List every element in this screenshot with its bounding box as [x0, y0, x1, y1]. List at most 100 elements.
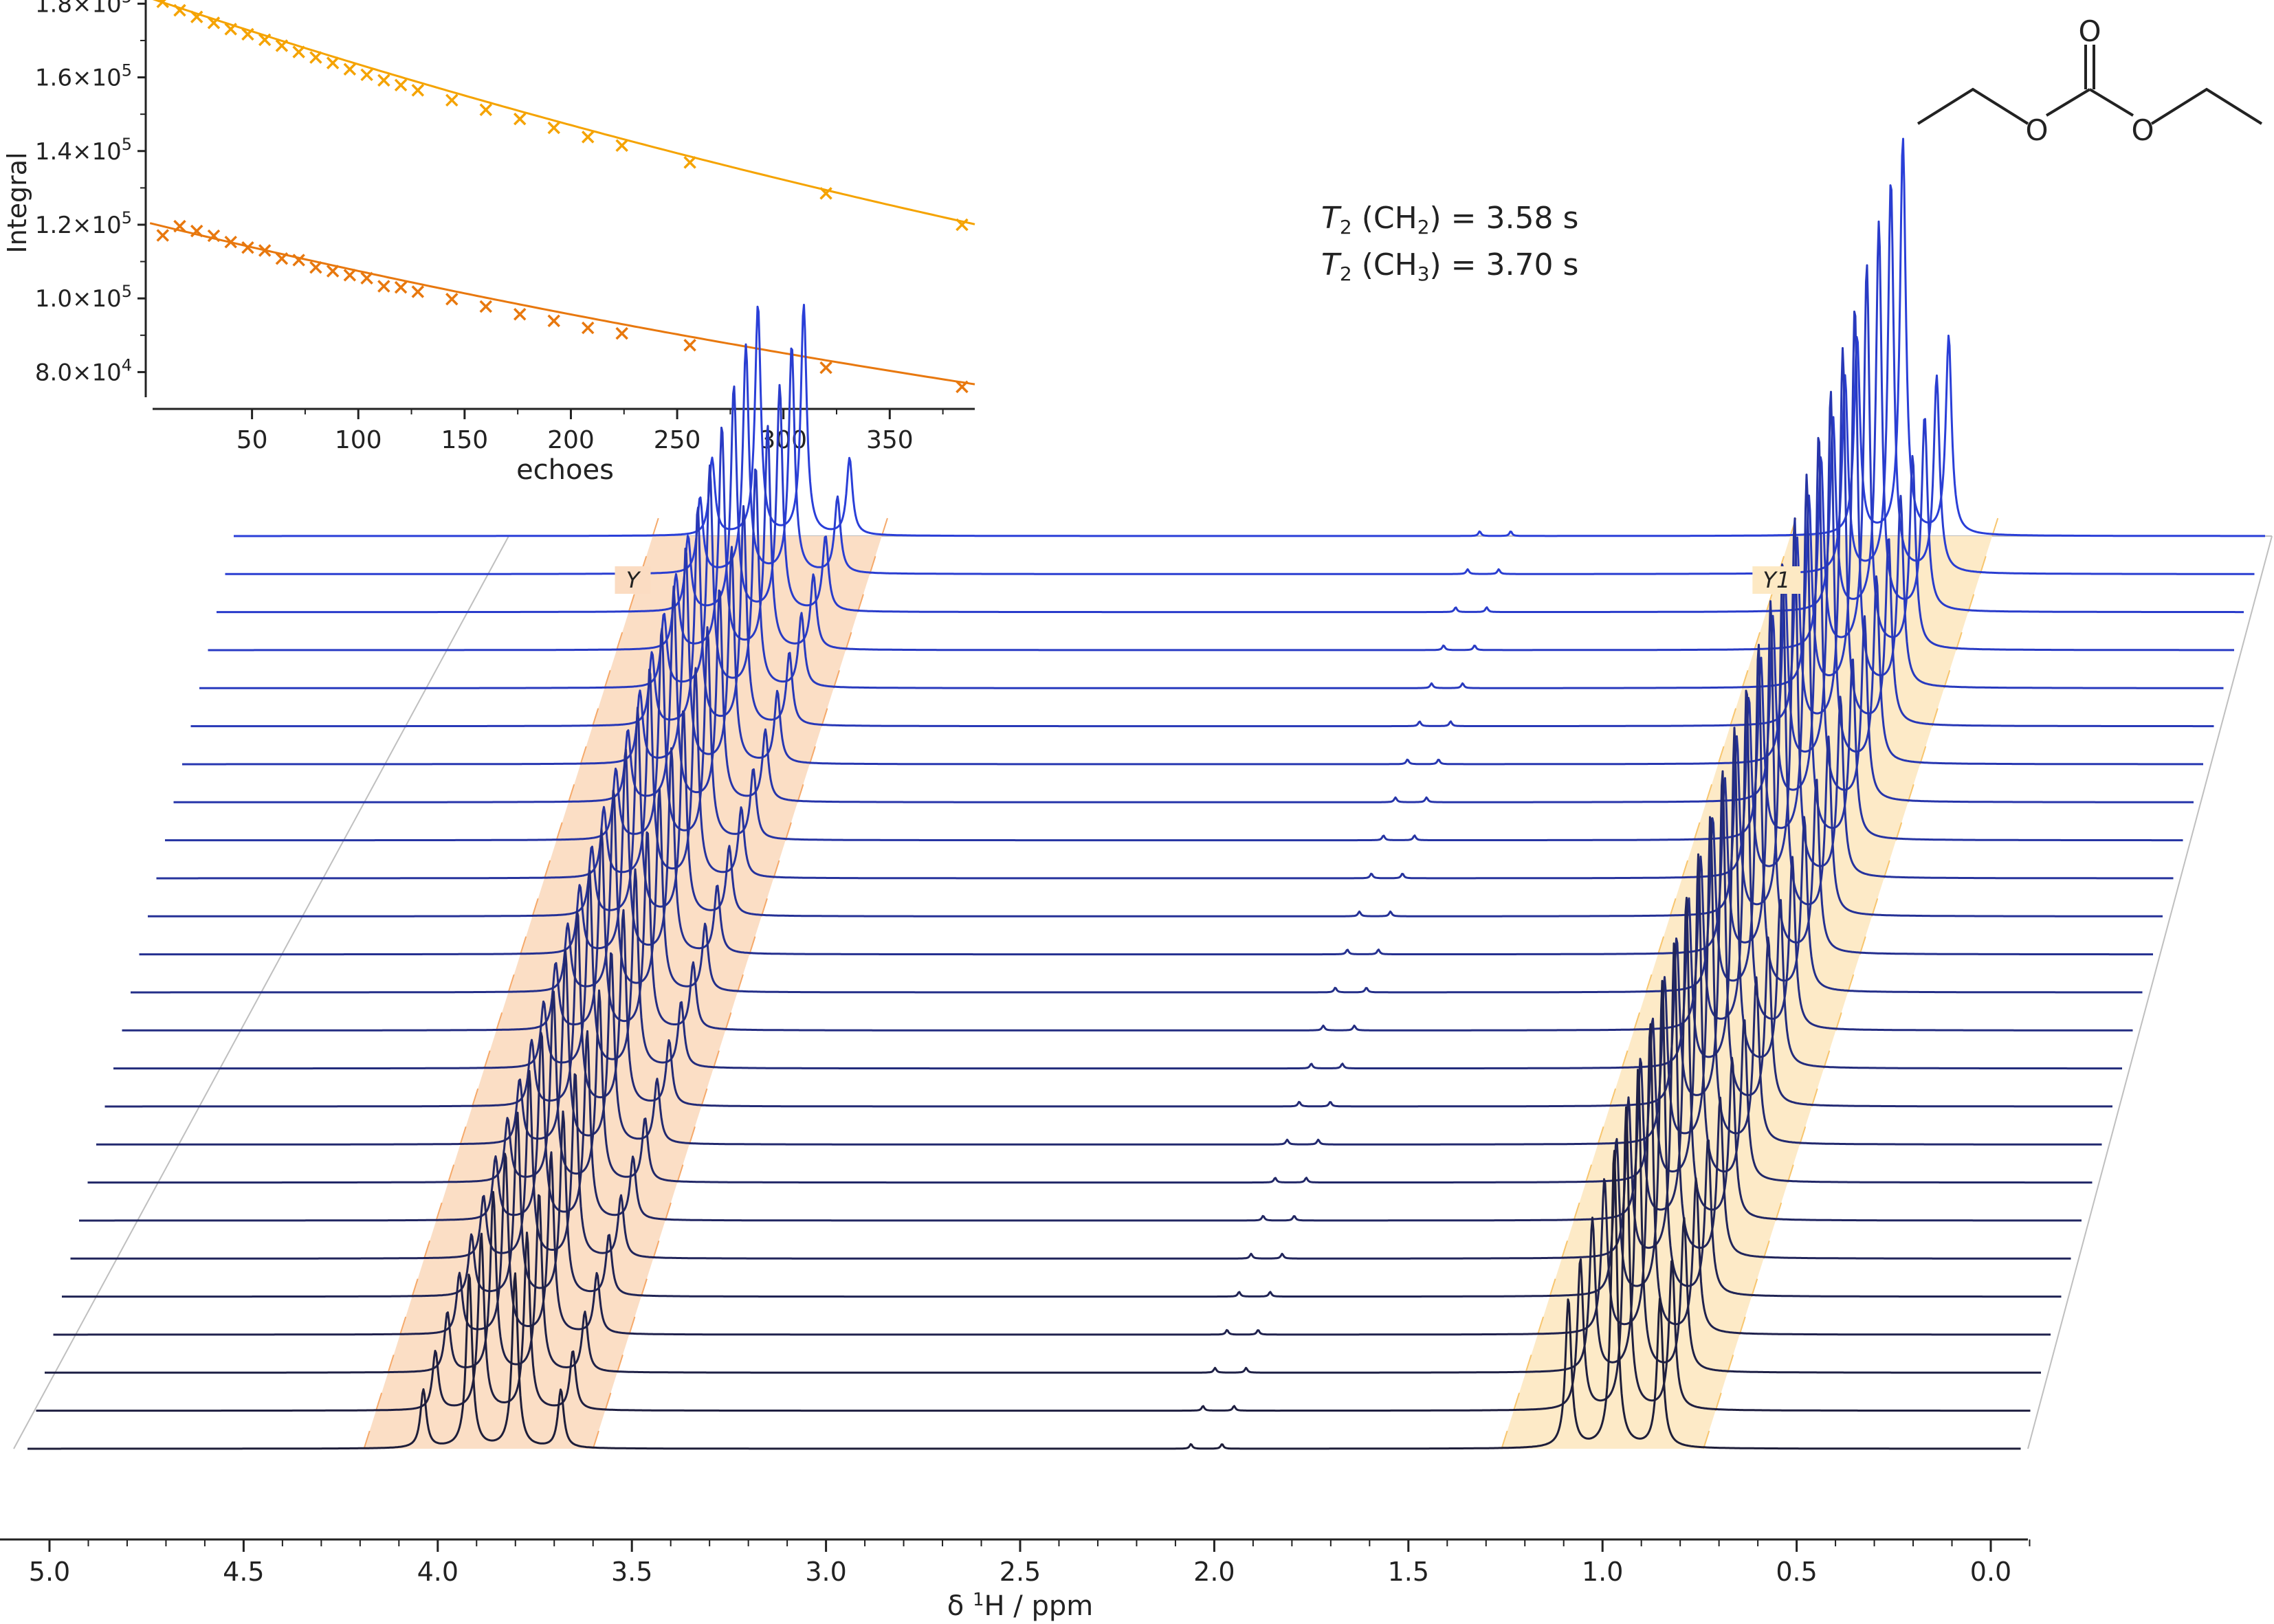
inset-y-tick-label: 8.0×104	[35, 355, 132, 386]
ppm-tick-label: 1.5	[1388, 1557, 1429, 1587]
region-edge-tick	[640, 1278, 648, 1297]
spectrum-trace	[182, 390, 2203, 766]
inset-marker-stroke	[479, 300, 493, 313]
molecule-oxygen-left: O	[2025, 113, 2048, 147]
inset-marker-stroke	[683, 339, 696, 352]
region-edge-tick	[375, 1392, 383, 1411]
t2-symbol: T	[1321, 201, 1340, 236]
region-edge-tick	[700, 1088, 708, 1107]
inset-marker-stroke	[173, 3, 186, 17]
region-edge-tick	[544, 860, 551, 879]
inset-x-tick-label: 100	[335, 426, 382, 454]
inset-x-tick-label: 350	[866, 426, 914, 454]
inset-marker-stroke	[547, 121, 560, 135]
ppm-tick-label: 3.5	[611, 1557, 652, 1587]
inset-marker	[479, 103, 493, 116]
region-edge-tick	[1609, 1088, 1617, 1107]
spectrum-trace	[190, 347, 2214, 728]
inset-y-tick-label: 1.8×105	[35, 0, 132, 18]
inset-marker-stroke	[581, 321, 595, 335]
inset-axes: 50 100 150 200 250 300 3508.0×1041.0×1051.2×10…	[35, 0, 975, 454]
spectrum-trace	[96, 816, 2102, 1146]
inset-marker-stroke	[275, 252, 289, 265]
region-label-ch3: Y1	[1763, 567, 1790, 593]
region-edge-tick	[1669, 898, 1677, 917]
inset-marker	[224, 235, 237, 249]
region-edge-tick	[1741, 670, 1749, 689]
inset-marker	[445, 293, 459, 306]
region-edge-tick	[411, 1278, 419, 1297]
region-edge-tick	[773, 860, 780, 879]
inset-marker	[258, 244, 272, 257]
inset-marker	[394, 78, 408, 92]
ppm-tick-label: 4.5	[223, 1557, 264, 1587]
region-edge-tick	[448, 1164, 455, 1183]
inset-marker-stroke	[258, 244, 272, 257]
t2-symbol: T	[1321, 247, 1340, 282]
region-edge-tick	[1705, 784, 1713, 803]
inset-marker	[275, 252, 289, 265]
inset-marker	[683, 156, 696, 169]
inset-marker	[224, 23, 237, 36]
region-edge-tick	[1907, 784, 1914, 803]
inset-marker	[615, 326, 628, 340]
molecule-oxygen-right: O	[2131, 113, 2154, 147]
region-edge-tick	[1955, 632, 1963, 651]
molecule-right-ethyl-bond	[2150, 87, 2263, 125]
inset-x-tick-label: 200	[547, 426, 595, 454]
inset-marker-stroke	[207, 229, 221, 243]
region-edge-tick	[1525, 1355, 1532, 1373]
inset-marker-stroke	[683, 156, 696, 169]
region-edge-tick	[1753, 632, 1761, 651]
spectrum-trace	[70, 942, 2071, 1260]
region-edge-tick	[423, 1241, 431, 1259]
region-edge-tick	[387, 1355, 395, 1373]
region-edge-tick	[616, 632, 623, 651]
region-edge-tick	[1501, 1430, 1508, 1449]
region-edge-tick	[1787, 1164, 1794, 1183]
inset-marker	[615, 139, 628, 152]
region-edge-tick	[496, 1012, 503, 1031]
region-edge-tick	[1835, 1012, 1842, 1031]
region-edge-tick	[1871, 898, 1879, 917]
region-edge-tick	[725, 1012, 732, 1031]
ppm-axis: 5.0 4.5 4.0 3.5 3.0 2.5 2.0 1.5 1.0 0.5 0.0	[0, 1538, 2031, 1587]
region-edge-tick	[592, 708, 599, 726]
region-edge-tick	[1751, 1278, 1758, 1297]
region-edge-tick	[472, 1088, 479, 1107]
region-edge-tick	[1621, 1050, 1629, 1069]
inset-marker-stroke	[615, 326, 628, 340]
region-edge-tick	[1919, 746, 1927, 765]
integration-region-ch2	[364, 536, 882, 1449]
inset-marker-stroke	[411, 84, 425, 97]
inset-marker	[156, 229, 169, 242]
inset-x-tick-label: 250	[654, 426, 701, 454]
region-edge-tick	[797, 784, 804, 803]
inset-marker	[241, 27, 254, 41]
region-edge-tick	[604, 1392, 612, 1411]
inset-marker	[326, 265, 340, 278]
region-edge-tick	[845, 632, 852, 651]
inset-marker	[547, 121, 560, 135]
inset-fit-line-0	[152, 0, 975, 225]
spectrum-trace	[165, 474, 2183, 842]
inset-marker	[819, 361, 832, 375]
region-edge-tick	[1811, 1088, 1818, 1107]
region-edge-tick	[1883, 860, 1890, 879]
region-edge-tick	[784, 822, 792, 841]
inset-marker	[207, 16, 221, 30]
inset-marker-stroke	[615, 139, 628, 152]
inset-marker-stroke	[360, 271, 373, 285]
inset-y-tick-label: 1.2×105	[35, 208, 132, 239]
region-label-ch2: Y	[626, 567, 641, 593]
inset-marker	[514, 112, 527, 126]
ppm-tick-label: 0.0	[1970, 1557, 2011, 1587]
inset-marker	[377, 74, 390, 87]
group-ch2-subscript: 2	[1417, 216, 1430, 238]
inset-fit-line-1	[149, 222, 975, 386]
region-edge-tick	[604, 670, 611, 689]
ppm-tick-label: 1.0	[1582, 1557, 1623, 1587]
stacked-nmr-spectra: Y Y1	[13, 137, 2273, 1450]
spectrum-trace	[36, 1106, 2031, 1412]
inset-marker	[156, 0, 169, 8]
